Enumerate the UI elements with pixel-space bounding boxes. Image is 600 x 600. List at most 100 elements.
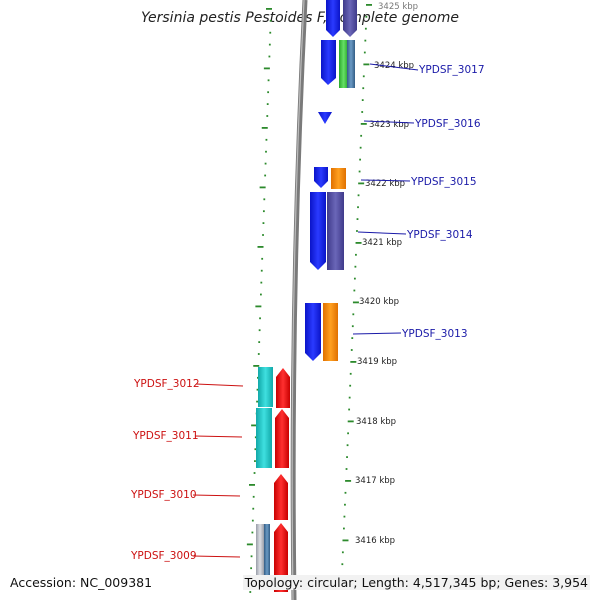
- major-tick: [363, 63, 370, 66]
- gene-label[interactable]: YPDSF_3009: [130, 550, 197, 562]
- gene-feature[interactable]: [347, 40, 355, 88]
- minor-tick: [259, 317, 261, 320]
- kbp-label: 3423 kbp: [369, 120, 409, 130]
- gene-label[interactable]: YPDSF_3014: [406, 229, 473, 241]
- minor-tick: [266, 115, 269, 117]
- label-leader-line: [192, 555, 241, 558]
- genome-backbone-highlight: [291, 0, 305, 600]
- minor-tick: [353, 289, 356, 292]
- major-tick: [253, 365, 260, 367]
- minor-tick: [250, 567, 253, 570]
- label-leader-line: [369, 63, 419, 71]
- topology-text: Topology: circular; Length: 4,517,345 bp…: [242, 575, 590, 590]
- minor-tick: [267, 91, 270, 94]
- minor-tick: [264, 174, 267, 177]
- gene-feature[interactable]: [264, 524, 270, 590]
- gene-feature[interactable]: [323, 303, 338, 361]
- minor-tick: [344, 491, 347, 494]
- gene-feature[interactable]: [275, 409, 289, 468]
- minor-tick: [256, 388, 259, 391]
- major-tick: [255, 305, 262, 308]
- minor-tick: [263, 198, 266, 201]
- gene-feature[interactable]: [339, 40, 348, 88]
- minor-tick: [348, 408, 351, 411]
- minor-tick: [251, 519, 254, 522]
- gene-label[interactable]: YPDSF_3010: [130, 489, 197, 501]
- minor-tick: [268, 55, 271, 58]
- minor-tick: [257, 376, 259, 379]
- gene-feature[interactable]: [327, 192, 344, 270]
- minor-tick: [262, 234, 264, 236]
- kbp-label: 3421 kbp: [362, 238, 402, 248]
- gene-feature[interactable]: [274, 523, 288, 592]
- major-tick: [266, 8, 272, 10]
- minor-tick: [353, 277, 356, 280]
- major-tick: [342, 539, 349, 542]
- minor-tick: [347, 432, 349, 435]
- gene-feature[interactable]: [343, 0, 357, 37]
- forward-strand-genes: [305, 0, 357, 361]
- gene-feature[interactable]: [256, 408, 272, 468]
- major-tick: [246, 543, 253, 546]
- gene-label[interactable]: YPDSF_3011: [132, 430, 199, 442]
- gene-label[interactable]: YPDSF_3013: [401, 328, 468, 340]
- major-tick: [352, 301, 359, 304]
- reverse-gene-labels: YPDSF_3012 YPDSF_3011 YPDSF_3010 YPDSF_3…: [130, 378, 244, 562]
- kbp-label: 3416 kbp: [355, 536, 395, 546]
- minor-tick: [265, 150, 267, 153]
- gene-label[interactable]: YPDSF_3016: [414, 118, 481, 130]
- gene-feature[interactable]: [258, 367, 273, 407]
- kbp-label: 3417 kbp: [355, 476, 395, 486]
- gene-feature[interactable]: [318, 112, 332, 124]
- gene-feature[interactable]: [326, 0, 340, 37]
- minor-tick: [348, 396, 351, 399]
- gene-feature[interactable]: [314, 167, 328, 188]
- minor-tick: [260, 269, 263, 272]
- gene-label[interactable]: YPDSF_3015: [410, 176, 477, 188]
- gene-feature[interactable]: [310, 192, 326, 270]
- gene-feature[interactable]: [331, 168, 346, 189]
- gene-label[interactable]: YPDSF_3017: [418, 64, 485, 76]
- minor-tick: [364, 39, 367, 42]
- minor-tick: [358, 170, 361, 173]
- minor-tick: [252, 495, 255, 498]
- minor-tick: [352, 313, 355, 316]
- minor-tick: [363, 51, 366, 54]
- minor-tick: [351, 337, 354, 339]
- minor-tick: [258, 341, 261, 343]
- minor-tick: [257, 353, 260, 355]
- minor-tick: [360, 134, 363, 137]
- accession-text: Accession: NC_009381: [10, 575, 153, 590]
- forward-gene-labels: YPDSF_3017 YPDSF_3016 YPDSF_3015 YPDSF_3…: [352, 63, 485, 340]
- label-leader-line: [194, 435, 243, 438]
- minor-tick: [260, 281, 263, 284]
- minor-tick: [262, 210, 265, 213]
- minor-tick: [261, 257, 264, 260]
- minor-tick: [341, 551, 344, 554]
- minor-tick: [359, 158, 362, 161]
- gene-feature[interactable]: [321, 40, 336, 85]
- major-tick: [261, 127, 268, 129]
- kbp-label: 3422 kbp: [365, 179, 405, 189]
- label-leader-line: [360, 179, 411, 182]
- major-tick: [350, 361, 357, 363]
- major-tick: [360, 123, 367, 125]
- gene-feature[interactable]: [256, 524, 264, 590]
- minor-tick: [341, 563, 344, 566]
- minor-tick: [269, 31, 272, 34]
- minor-tick: [343, 515, 346, 518]
- major-tick: [251, 424, 258, 427]
- major-tick: [347, 420, 354, 423]
- major-tick: [249, 484, 255, 486]
- gene-feature[interactable]: [274, 474, 288, 520]
- major-tick: [355, 242, 362, 244]
- label-leader-line: [352, 332, 402, 335]
- kbp-label: 3424 kbp: [374, 61, 414, 71]
- gene-label[interactable]: YPDSF_3012: [133, 378, 200, 390]
- major-tick: [259, 186, 266, 189]
- gene-feature[interactable]: [276, 368, 290, 408]
- kbp-label: 3419 kbp: [357, 357, 397, 367]
- minor-tick: [357, 194, 360, 197]
- gene-feature[interactable]: [305, 303, 321, 361]
- minor-tick: [250, 555, 253, 558]
